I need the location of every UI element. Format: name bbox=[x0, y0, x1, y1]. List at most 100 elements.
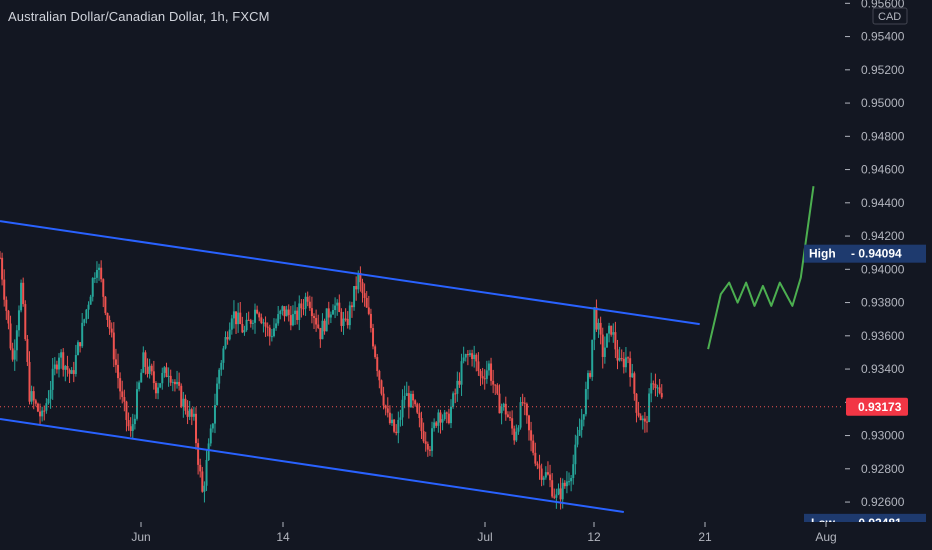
candle bbox=[353, 286, 356, 308]
candle bbox=[39, 411, 42, 417]
candle bbox=[582, 414, 585, 420]
candle bbox=[365, 297, 368, 308]
candle bbox=[382, 393, 385, 406]
candle bbox=[24, 304, 27, 340]
candle bbox=[504, 403, 507, 415]
candle bbox=[70, 370, 73, 374]
candle bbox=[163, 367, 166, 373]
candle bbox=[176, 381, 179, 385]
candle bbox=[53, 364, 56, 369]
candle bbox=[523, 402, 526, 404]
candle bbox=[433, 422, 436, 429]
upper-trendline bbox=[0, 220, 700, 326]
candle bbox=[9, 323, 12, 349]
candle bbox=[58, 357, 61, 370]
candle bbox=[540, 468, 543, 480]
y-tick-label: 0.94600 bbox=[861, 163, 905, 177]
candle bbox=[450, 406, 453, 424]
candle bbox=[441, 419, 444, 423]
candle bbox=[471, 353, 474, 360]
candle bbox=[361, 282, 364, 294]
candle bbox=[315, 317, 318, 325]
candle bbox=[509, 417, 512, 419]
candle bbox=[79, 342, 82, 347]
candle bbox=[327, 308, 330, 318]
candle bbox=[81, 322, 84, 347]
candle bbox=[300, 303, 303, 309]
candle bbox=[572, 464, 575, 479]
candle bbox=[639, 415, 642, 421]
candle bbox=[245, 319, 248, 331]
candle bbox=[142, 352, 145, 373]
candle bbox=[372, 328, 375, 347]
candle bbox=[393, 419, 396, 432]
candle bbox=[117, 364, 120, 379]
y-tick-label: 0.94000 bbox=[861, 262, 905, 276]
candle bbox=[622, 358, 625, 368]
candle bbox=[437, 412, 440, 426]
candle bbox=[49, 389, 52, 399]
candle bbox=[190, 409, 193, 417]
candle bbox=[544, 472, 547, 478]
candle bbox=[416, 404, 419, 413]
candle bbox=[83, 319, 86, 323]
candle bbox=[180, 385, 183, 407]
candle bbox=[112, 332, 115, 360]
candle bbox=[216, 383, 219, 406]
candle bbox=[426, 443, 429, 450]
candle bbox=[568, 481, 571, 483]
last-price-tag: 0.93173 bbox=[846, 397, 908, 416]
candle bbox=[127, 420, 130, 427]
y-tick-label: 0.95000 bbox=[861, 96, 905, 110]
candle bbox=[481, 376, 484, 379]
candle bbox=[658, 387, 661, 394]
candle bbox=[576, 435, 579, 445]
candle bbox=[211, 423, 214, 429]
candle bbox=[283, 306, 286, 317]
candle bbox=[420, 418, 423, 432]
candle bbox=[247, 319, 250, 321]
candle bbox=[447, 413, 450, 424]
high-label-box bbox=[804, 244, 846, 263]
candle bbox=[1, 257, 4, 280]
candle bbox=[599, 322, 602, 335]
candle bbox=[329, 314, 332, 318]
candle bbox=[338, 302, 341, 312]
candle bbox=[502, 403, 505, 408]
candle bbox=[251, 322, 254, 324]
candle bbox=[93, 277, 96, 279]
candle bbox=[135, 389, 138, 419]
y-tick-label: 0.93000 bbox=[861, 429, 905, 443]
candle bbox=[374, 346, 377, 358]
candle bbox=[304, 296, 307, 309]
candle bbox=[20, 282, 23, 311]
candle bbox=[565, 481, 568, 487]
candle bbox=[226, 337, 229, 340]
candle bbox=[384, 405, 387, 409]
candle bbox=[43, 410, 46, 412]
candle bbox=[110, 328, 113, 333]
candle bbox=[213, 405, 216, 424]
candle bbox=[298, 303, 301, 320]
candle bbox=[331, 310, 334, 315]
candle bbox=[464, 354, 467, 358]
candle bbox=[291, 314, 294, 326]
candle bbox=[401, 399, 404, 418]
candle bbox=[129, 426, 132, 431]
x-tick-label: 21 bbox=[698, 530, 712, 544]
candle bbox=[500, 407, 503, 414]
candle bbox=[178, 381, 181, 386]
candle bbox=[224, 337, 227, 349]
candle bbox=[192, 413, 195, 417]
candle bbox=[513, 428, 516, 441]
candle bbox=[363, 293, 366, 298]
x-tick-label: 14 bbox=[276, 530, 290, 544]
candle bbox=[220, 362, 223, 370]
candle bbox=[422, 431, 425, 442]
candle bbox=[17, 310, 20, 331]
candle bbox=[517, 427, 520, 432]
y-tick-label: 0.94800 bbox=[861, 129, 905, 143]
candle bbox=[13, 350, 16, 360]
high-value: - 0.94094 bbox=[851, 247, 902, 261]
